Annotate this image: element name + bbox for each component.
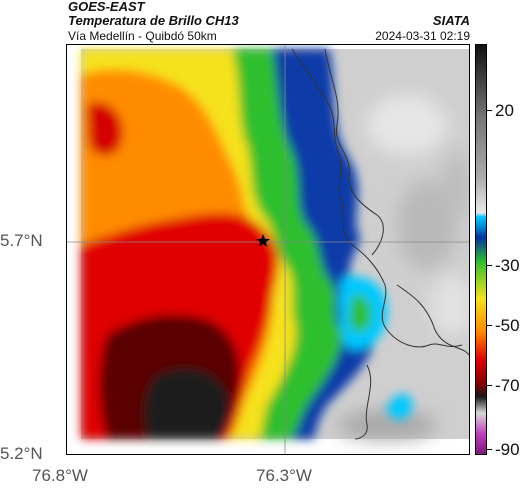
band-red-patch — [87, 102, 123, 156]
coastline — [291, 48, 463, 348]
border-line-2 — [354, 364, 372, 440]
border-line-1 — [324, 48, 384, 256]
colorbar-tick — [487, 110, 492, 111]
colorbar-tick — [487, 385, 492, 386]
colorbar-label: -90 — [495, 440, 520, 459]
colorbar-tick — [487, 449, 492, 450]
product-title: Temperatura de Brillo CH13 — [68, 13, 239, 28]
colorbar-tick — [487, 325, 492, 326]
region-label: Vía Medellín - Quibdó 50km — [68, 29, 217, 43]
band-green-2 — [349, 294, 372, 332]
map-panel — [66, 44, 470, 455]
band-cyan-2 — [386, 394, 413, 420]
colorbar-label: 20 — [495, 101, 514, 120]
satellite-name: GOES-EAST — [68, 0, 145, 14]
gray-texture — [337, 95, 469, 440]
cloud-system — [81, 49, 413, 440]
latitude-label-bottom: 5.2°N — [0, 444, 43, 463]
brightness-temperature-map — [67, 45, 469, 454]
organization-name: SIATA — [432, 13, 470, 28]
colorbar-label: -50 — [495, 316, 520, 335]
timestamp: 2024-03-31 02:19 — [375, 29, 470, 43]
colorbar — [475, 44, 487, 455]
longitude-label-right: 76.3°W — [256, 466, 312, 485]
colorbar-label: -70 — [495, 376, 520, 395]
star-icon — [256, 234, 270, 247]
band-cold-black — [144, 368, 230, 439]
longitude-label-left: 76.8°W — [32, 466, 88, 485]
colorbar-label: -30 — [495, 256, 520, 275]
latitude-label-top: 5.7°N — [0, 231, 43, 250]
colorbar-tick — [487, 265, 492, 266]
border-line-3 — [396, 284, 469, 356]
